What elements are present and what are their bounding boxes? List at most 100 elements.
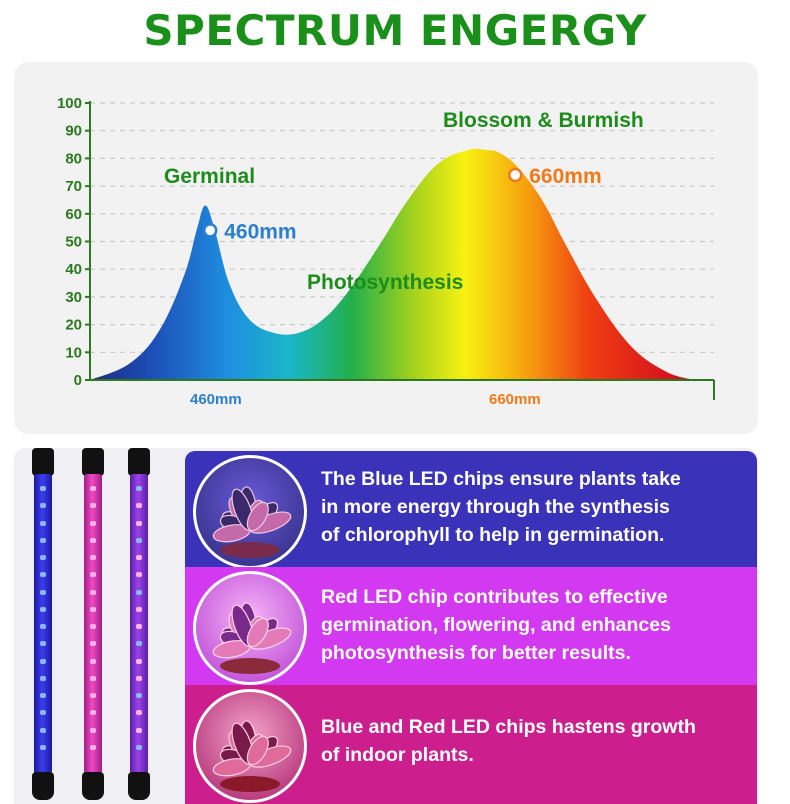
peak-marker-660: [507, 167, 523, 183]
y-tick-label: 90: [65, 123, 82, 140]
y-tick-label: 20: [65, 317, 82, 334]
y-tick-labels: 0 10 20 30 40 50 60 70 80 90 100: [57, 95, 90, 389]
led-chip: [136, 658, 142, 664]
pot-shape: [220, 776, 280, 792]
led-chip: [136, 641, 142, 647]
led-chip: [90, 520, 96, 526]
led-chip: [40, 710, 46, 716]
peak-label-460: 460mm: [224, 220, 296, 243]
plant-icon: [212, 486, 292, 558]
peak-marker-460: [202, 223, 218, 238]
y-tick-label: 80: [65, 150, 82, 167]
plant-photo-violet: [193, 571, 307, 685]
tube-body: [130, 474, 148, 774]
info-line: The Blue LED chips ensure plants take: [321, 468, 681, 490]
led-chip: [90, 503, 96, 509]
info-text-magenta: Blue and Red LED chips hastens growth of…: [321, 713, 747, 769]
pot-shape: [220, 658, 280, 674]
info-band-blue: The Blue LED chips ensure plants take in…: [185, 451, 757, 569]
led-chip: [40, 727, 46, 733]
annotation-photosynthesis: Photosynthesis: [307, 271, 463, 294]
led-chip: [40, 589, 46, 595]
led-chip: [40, 675, 46, 681]
tube-cap: [82, 448, 104, 476]
led-chip: [40, 658, 46, 664]
led-chip: [90, 606, 96, 612]
y-tick-label: 10: [65, 344, 82, 361]
led-chip: [90, 727, 96, 733]
info-band-violet: Red LED chip contributes to effective ge…: [185, 567, 757, 685]
info-line: Blue and Red LED chips hastens growth: [321, 716, 696, 738]
led-tube-blue: [32, 448, 54, 800]
led-chip: [90, 641, 96, 647]
led-chip: [90, 693, 96, 698]
pot-shape: [220, 542, 280, 558]
tube-body: [84, 474, 102, 774]
chart-panel: 0 10 20 30 40 50 60 70 80 90 100 Germinal Blossom …: [14, 62, 758, 434]
led-chip: [136, 693, 142, 698]
info-line: Red LED chip contributes to effective: [321, 586, 668, 608]
plant-icon: [212, 720, 292, 792]
leaf-shape: [246, 617, 269, 648]
led-chip: [40, 486, 46, 491]
led-chip: [136, 606, 142, 612]
led-chip: [136, 589, 142, 595]
led-chip: [40, 641, 46, 647]
tube-body: [34, 474, 52, 774]
led-chip: [90, 675, 96, 681]
info-line: in more energy through the synthesis: [321, 496, 670, 518]
spectrum-chart: 0 10 20 30 40 50 60 70 80 90 100 Germinal Blossom …: [57, 95, 715, 408]
led-chip: [90, 744, 96, 750]
led-chip: [136, 727, 142, 733]
led-chip: [90, 572, 96, 578]
info-band-magenta: Blue and Red LED chips hastens growth of…: [185, 685, 757, 804]
info-line: photosynthesis for better results.: [321, 642, 631, 664]
led-chip: [136, 675, 142, 681]
info-line: germination, flowering, and enhances: [321, 614, 671, 636]
led-chip: [40, 693, 46, 698]
y-tick-label: 50: [65, 234, 82, 251]
led-chip: [136, 537, 142, 543]
led-chip: [40, 520, 46, 526]
y-tick-label: 40: [65, 261, 82, 278]
spectrum-area: [90, 148, 706, 381]
led-chip: [90, 658, 96, 664]
led-chip: [40, 744, 46, 750]
led-chip: [90, 624, 96, 629]
led-chip: [40, 555, 46, 560]
y-tick-label: 70: [65, 178, 82, 195]
led-chip: [90, 537, 96, 543]
info-line: of indoor plants.: [321, 744, 474, 766]
tube-cap: [82, 772, 104, 800]
leaf-shape: [246, 735, 269, 766]
led-chip: [136, 486, 142, 491]
info-text-violet: Red LED chip contributes to effective ge…: [321, 583, 747, 667]
tube-cap: [32, 772, 54, 800]
led-chip: [40, 503, 46, 509]
led-chip: [40, 537, 46, 543]
y-tick-label: 60: [65, 206, 82, 223]
led-chip: [90, 589, 96, 595]
y-tick-label: 0: [74, 372, 82, 389]
info-line: of chlorophyll to help in germination.: [321, 524, 665, 546]
led-chip: [136, 624, 142, 629]
page-title: SPECTRUM ENGERGY: [143, 6, 647, 55]
led-chip: [136, 572, 142, 578]
led-chip: [90, 486, 96, 491]
y-tick-label: 30: [65, 289, 82, 306]
peak-label-660: 660mm: [529, 165, 601, 188]
leaf-shape: [246, 501, 269, 532]
annotation-blossom: Blossom & Burmish: [443, 109, 644, 132]
plant-photo-magenta: [193, 689, 307, 803]
y-tick-label: 100: [57, 95, 82, 112]
led-tube-red: [82, 448, 104, 800]
led-chip: [136, 555, 142, 560]
led-tube-mixed: [128, 448, 150, 800]
plant-photo-blue: [193, 455, 307, 569]
tube-cap: [128, 448, 150, 476]
x-label-660: 660mm: [489, 391, 541, 408]
annotation-germinal: Germinal: [164, 165, 255, 188]
led-chip: [90, 555, 96, 560]
led-chip: [136, 710, 142, 716]
led-chip: [40, 572, 46, 578]
